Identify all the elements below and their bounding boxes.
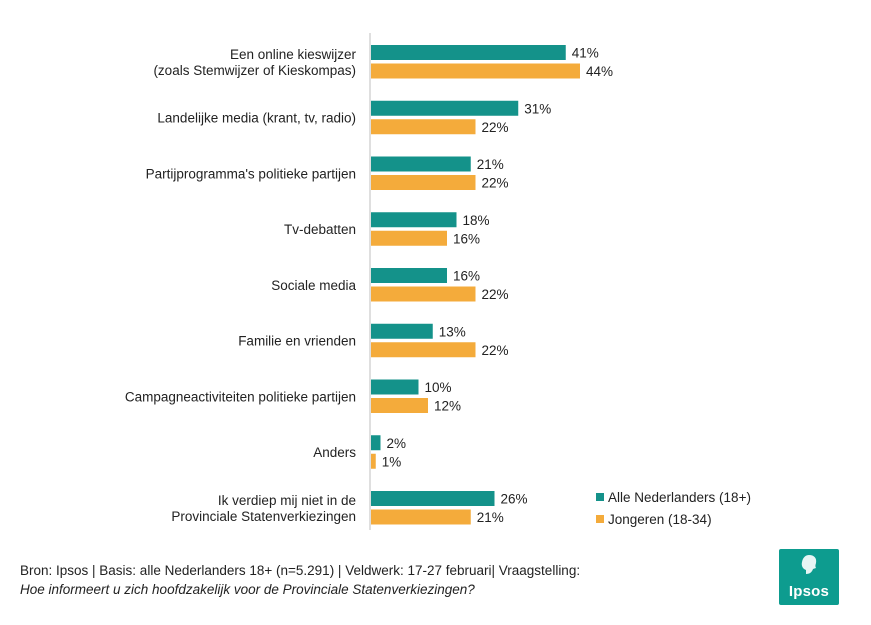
- category-label: Tv-debatten: [284, 222, 356, 237]
- value-label: 31%: [524, 101, 551, 116]
- bar-chart: Een online kieswijzer (zoals Stemwijzer o…: [125, 33, 613, 530]
- bar: [371, 230, 447, 246]
- value-label: 10%: [425, 380, 452, 395]
- value-label: 21%: [477, 510, 504, 525]
- bar: [371, 379, 419, 395]
- bar: [371, 156, 471, 172]
- value-label: 26%: [501, 492, 528, 507]
- category-label: Partijprogramma's politieke partijen: [146, 166, 356, 181]
- bar: [371, 491, 495, 506]
- value-label: 21%: [477, 157, 504, 172]
- bar: [371, 119, 476, 135]
- category-label: Landelijke media (krant, tv, radio): [157, 111, 356, 126]
- category-label: Ik verdiep mij niet in de Provinciale Sta…: [171, 493, 356, 524]
- bar: [371, 212, 457, 228]
- value-label: 18%: [463, 213, 490, 228]
- bar: [371, 268, 447, 283]
- value-label: 22%: [482, 343, 509, 358]
- legend-label: Alle Nederlanders (18+): [608, 489, 751, 505]
- bar: [371, 509, 471, 525]
- value-label: 1%: [382, 454, 402, 469]
- source-line: Bron: Ipsos | Basis: alle Nederlanders 1…: [20, 563, 581, 578]
- value-label: 16%: [453, 269, 480, 284]
- bar: [371, 453, 376, 469]
- legend: Alle Nederlanders (18+) Jongeren (18-34): [596, 486, 751, 530]
- bar: [371, 342, 476, 358]
- value-label: 44%: [586, 64, 613, 79]
- bar: [371, 63, 580, 79]
- value-label: 12%: [434, 399, 461, 414]
- legend-item-jongeren: Jongeren (18-34): [596, 508, 751, 530]
- value-label: 41%: [572, 46, 599, 61]
- category-label: Anders: [313, 445, 356, 460]
- bar: [371, 435, 381, 451]
- bar: [371, 286, 476, 302]
- bar: [371, 175, 476, 190]
- bar: [371, 398, 428, 413]
- legend-item-alle-nederlanders: Alle Nederlanders (18+): [596, 486, 751, 508]
- value-label: 22%: [482, 176, 509, 191]
- ipsos-logo: Ipsos: [779, 549, 839, 605]
- legend-swatch-teal: [596, 493, 604, 501]
- value-label: 22%: [482, 287, 509, 302]
- category-label: Campagneactiviteiten politieke partijen: [125, 389, 356, 404]
- value-label: 2%: [387, 436, 407, 451]
- bar: [371, 100, 519, 116]
- source-note: Bron: Ipsos | Basis: alle Nederlanders 1…: [20, 561, 580, 599]
- category-label: Een online kieswijzer (zoals Stemwijzer o…: [153, 47, 356, 78]
- legend-label: Jongeren (18-34): [608, 511, 712, 527]
- legend-swatch-orange: [596, 515, 604, 523]
- value-label: 16%: [453, 231, 480, 246]
- value-label: 22%: [482, 120, 509, 135]
- logo-text: Ipsos: [788, 583, 830, 600]
- value-label: 13%: [439, 324, 466, 339]
- bar: [371, 45, 566, 60]
- ipsos-head-icon: [801, 555, 817, 574]
- category-label: Familie en vrienden: [238, 334, 356, 349]
- question-line: Hoe informeert u zich hoofdzakelijk voor…: [20, 582, 475, 597]
- category-label: Sociale media: [271, 278, 356, 293]
- bar: [371, 323, 433, 339]
